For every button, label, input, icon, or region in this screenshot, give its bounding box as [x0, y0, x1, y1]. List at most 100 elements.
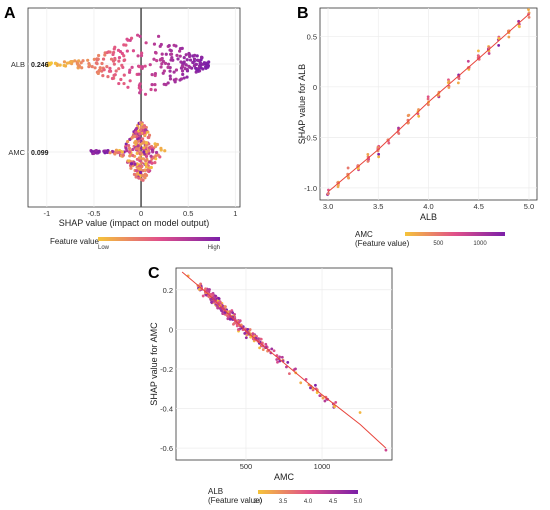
- panel-b-y-tick: -0.5: [304, 133, 317, 142]
- panel-b-point: [377, 155, 381, 159]
- panel-a-point: [96, 57, 100, 61]
- panel-a-point: [110, 76, 115, 81]
- panel-c-x-tick: 500: [240, 462, 253, 471]
- panel-a-point: [144, 159, 148, 163]
- panel-b-point: [527, 8, 530, 12]
- panel-a-point: [196, 68, 200, 72]
- panel-a-point: [141, 173, 145, 178]
- panel-b-point: [346, 166, 350, 170]
- panel-a-point: [138, 132, 142, 136]
- panel-a-feature-value: 0.099: [31, 150, 49, 157]
- panel-a-legend-colorbar: [98, 237, 220, 241]
- panel-a-point: [168, 74, 172, 78]
- panel-a-point: [131, 153, 135, 158]
- panel-a-point: [107, 69, 112, 73]
- panel-a-point: [158, 58, 162, 62]
- panel-a-feature-label: ALB: [11, 60, 25, 69]
- panel-c-point: [251, 332, 255, 336]
- panel-c-point: [259, 337, 263, 341]
- panel-a-point: [125, 49, 129, 53]
- panel-a-point: [140, 161, 144, 165]
- panel-a-point: [202, 61, 206, 65]
- panel-a-point: [144, 165, 149, 169]
- panel-a-point: [138, 91, 142, 95]
- panel-a-point: [172, 70, 176, 74]
- panel-a-x-tick: -0.5: [87, 209, 100, 218]
- panel-a-point: [141, 141, 145, 145]
- panel-a-point: [102, 68, 106, 72]
- panel-a-point: [187, 54, 192, 59]
- panel-c-point: [236, 328, 240, 331]
- panel-a-feature-label: AMC: [8, 148, 25, 157]
- panel-a-point: [100, 61, 104, 66]
- panel-a-point: [97, 150, 101, 154]
- panel-a-point: [180, 46, 184, 50]
- panel-a-point: [140, 51, 144, 55]
- panel-a-point: [117, 150, 121, 155]
- panel-a-point: [96, 71, 100, 76]
- panel-c-legend-tick: 3.5: [279, 499, 288, 505]
- panel-a-point: [146, 130, 150, 134]
- panel-a-point: [128, 38, 132, 42]
- panel-a-point: [174, 68, 179, 72]
- panel-a-point: [181, 72, 185, 76]
- panel-a-point: [134, 147, 139, 151]
- panel-a-point: [132, 172, 137, 176]
- panel-c-point: [238, 319, 242, 323]
- panel-c-legend-colorbar: [258, 490, 358, 494]
- panel-a-point: [163, 149, 167, 153]
- panel-a-point: [169, 49, 173, 53]
- panel-a-point: [196, 58, 201, 63]
- panel-a-point: [109, 57, 114, 61]
- panel-a-point: [144, 173, 149, 177]
- panel-c-point: [318, 394, 322, 398]
- panel-a-point: [81, 59, 85, 63]
- panel-c-point: [204, 293, 208, 297]
- panel-a: [27, 7, 241, 208]
- panel-a-point: [199, 55, 204, 59]
- panel-b-point: [456, 81, 460, 85]
- panel-b-x-tick: 4.0: [423, 202, 433, 211]
- panel-a-point: [180, 64, 184, 68]
- panel-a-point: [142, 150, 146, 154]
- panel-c-point: [210, 300, 213, 304]
- panel-c-point: [223, 305, 227, 308]
- panel-b-point: [476, 49, 480, 53]
- panel-a-point: [127, 150, 132, 154]
- panel-a-point: [141, 178, 145, 182]
- panel-c-point: [226, 317, 230, 321]
- panel-a-point: [134, 126, 139, 131]
- panel-b-xlabel: ALB: [420, 212, 437, 222]
- panel-a-point: [139, 121, 143, 125]
- panel-a-point: [90, 65, 94, 69]
- panel-c-y-tick: -0.6: [160, 444, 173, 453]
- panel-a-point: [136, 144, 140, 148]
- panel-a-point: [103, 151, 107, 155]
- panel-a-point: [124, 146, 128, 150]
- panel-a-point: [172, 78, 176, 82]
- panel-a-point: [193, 53, 197, 57]
- panel-a-point: [122, 81, 126, 86]
- panel-a-point: [164, 52, 168, 56]
- panel-a-point: [142, 146, 146, 150]
- panel-a-x-tick: 0.5: [183, 209, 193, 218]
- panel-a-point: [150, 161, 154, 165]
- panel-b-point: [377, 152, 381, 156]
- panel-c-legend-tick: 4.5: [329, 499, 338, 505]
- panel-a-point: [144, 41, 148, 45]
- panel-a-point: [167, 44, 171, 48]
- panel-c-legend-title: ALB: [208, 487, 223, 496]
- panel-a-point: [159, 42, 163, 47]
- panel-a-point: [185, 58, 189, 62]
- panel-a-point: [129, 166, 133, 170]
- panel-c-point: [243, 332, 247, 335]
- panel-a-point: [160, 62, 164, 66]
- panel-a-point: [138, 34, 142, 38]
- panel-a-point: [95, 62, 99, 66]
- panel-a-point: [86, 58, 90, 62]
- panel-c-point: [304, 378, 308, 381]
- panel-a-point: [93, 66, 97, 70]
- panel-a-point: [182, 76, 186, 80]
- panel-a-point: [128, 79, 132, 83]
- panel-a-point: [207, 60, 211, 64]
